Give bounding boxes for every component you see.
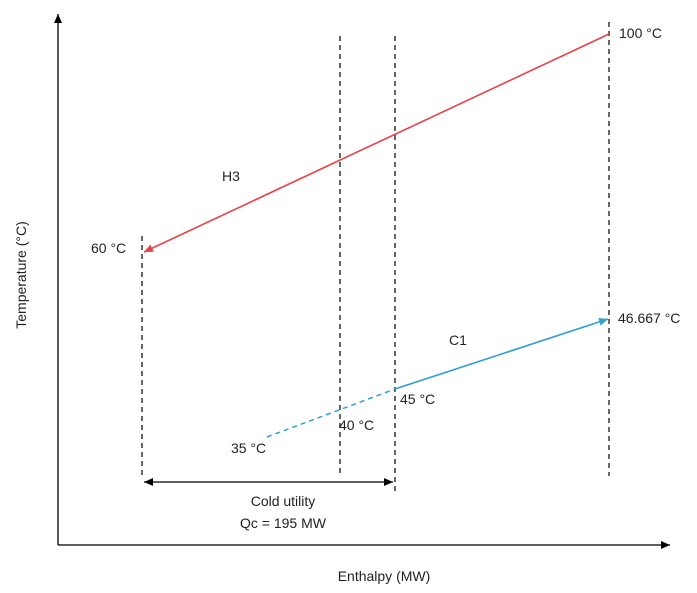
hot-stream-end-temp: 60 °C xyxy=(91,240,126,256)
cold-stream-mid-temp: 40 °C xyxy=(339,417,374,433)
x-axis-label: Enthalpy (MW) xyxy=(338,568,431,584)
cold-stream-line xyxy=(394,318,609,390)
cold-stream-utility-segment xyxy=(266,388,396,438)
hot-stream-name: H3 xyxy=(222,168,240,184)
cold-stream-name: C1 xyxy=(449,332,467,348)
hot-stream-start-temp: 100 °C xyxy=(619,25,662,41)
cold-stream-start-temp: 35 °C xyxy=(231,440,266,456)
y-axis-label: Temperature (°C) xyxy=(13,221,29,329)
cold-utility-duty: Qc = 195 MW xyxy=(240,515,327,531)
cold-stream-end-temp: 46.667 °C xyxy=(618,310,680,326)
hot-stream-line xyxy=(143,33,610,253)
cold-stream-utility-end-temp: 45 °C xyxy=(400,391,435,407)
cold-utility-label: Cold utility xyxy=(251,493,316,509)
